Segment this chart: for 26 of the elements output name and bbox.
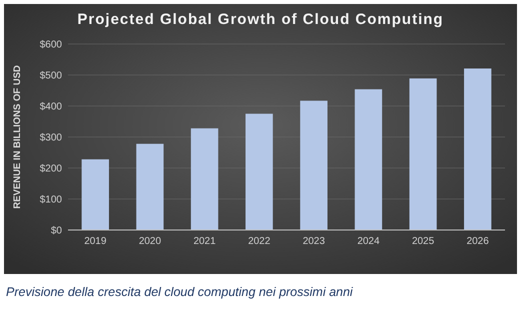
- y-tick-label: $200: [40, 164, 62, 174]
- y-tick-label: $300: [40, 132, 62, 144]
- x-tick-label: 2019: [84, 236, 107, 247]
- text: Previsione della crescita del cloud computing nei prossimi anni: [6, 285, 354, 299]
- x-tick-label: 2020: [138, 236, 162, 247]
- y-tick-label: $500: [40, 70, 62, 82]
- bar: [464, 68, 492, 230]
- x-tick-label: 2026: [466, 236, 490, 247]
- x-tick-label: 2022: [248, 236, 271, 247]
- y-axis-title: REVENUE IN BILLIONS OF USD: [12, 65, 23, 209]
- bar: [409, 78, 437, 230]
- chart-title: Projected Global Growth of Cloud Computing: [77, 11, 444, 28]
- y-tick-label: $0: [50, 226, 62, 236]
- bar: [300, 100, 328, 230]
- bar: [82, 159, 109, 230]
- bar: [136, 144, 164, 230]
- y-tick-label: $400: [40, 102, 62, 112]
- bar: [246, 114, 273, 230]
- bar: [354, 89, 382, 230]
- bar: [190, 128, 218, 230]
- x-tick-label: 2023: [302, 236, 326, 247]
- y-tick-label: $600: [40, 40, 62, 50]
- x-tick-label: 2025: [412, 236, 435, 247]
- x-tick-label: 2024: [357, 236, 380, 247]
- y-tick-label: $100: [40, 194, 62, 206]
- x-tick-label: 2021: [193, 236, 216, 247]
